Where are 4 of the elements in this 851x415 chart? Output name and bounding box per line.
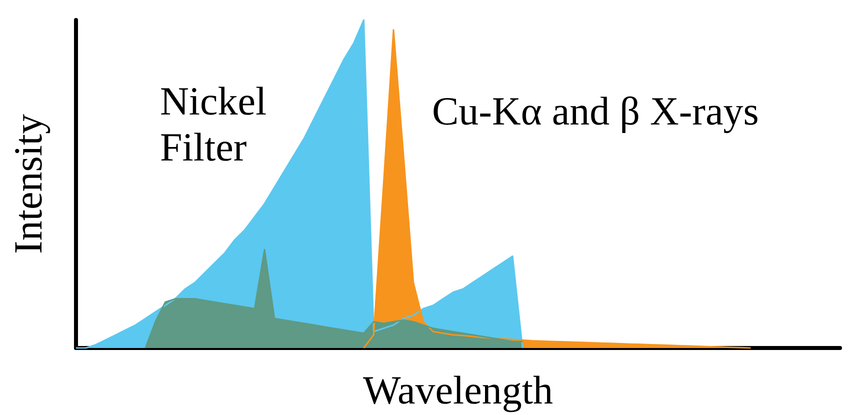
x-axis-title: Wavelength [362, 368, 554, 412]
annotation: Nickel Filter [160, 78, 277, 170]
y-axis-title: Intensity [6, 114, 50, 254]
annotation: Cu-Kα and β X-rays [432, 88, 759, 134]
